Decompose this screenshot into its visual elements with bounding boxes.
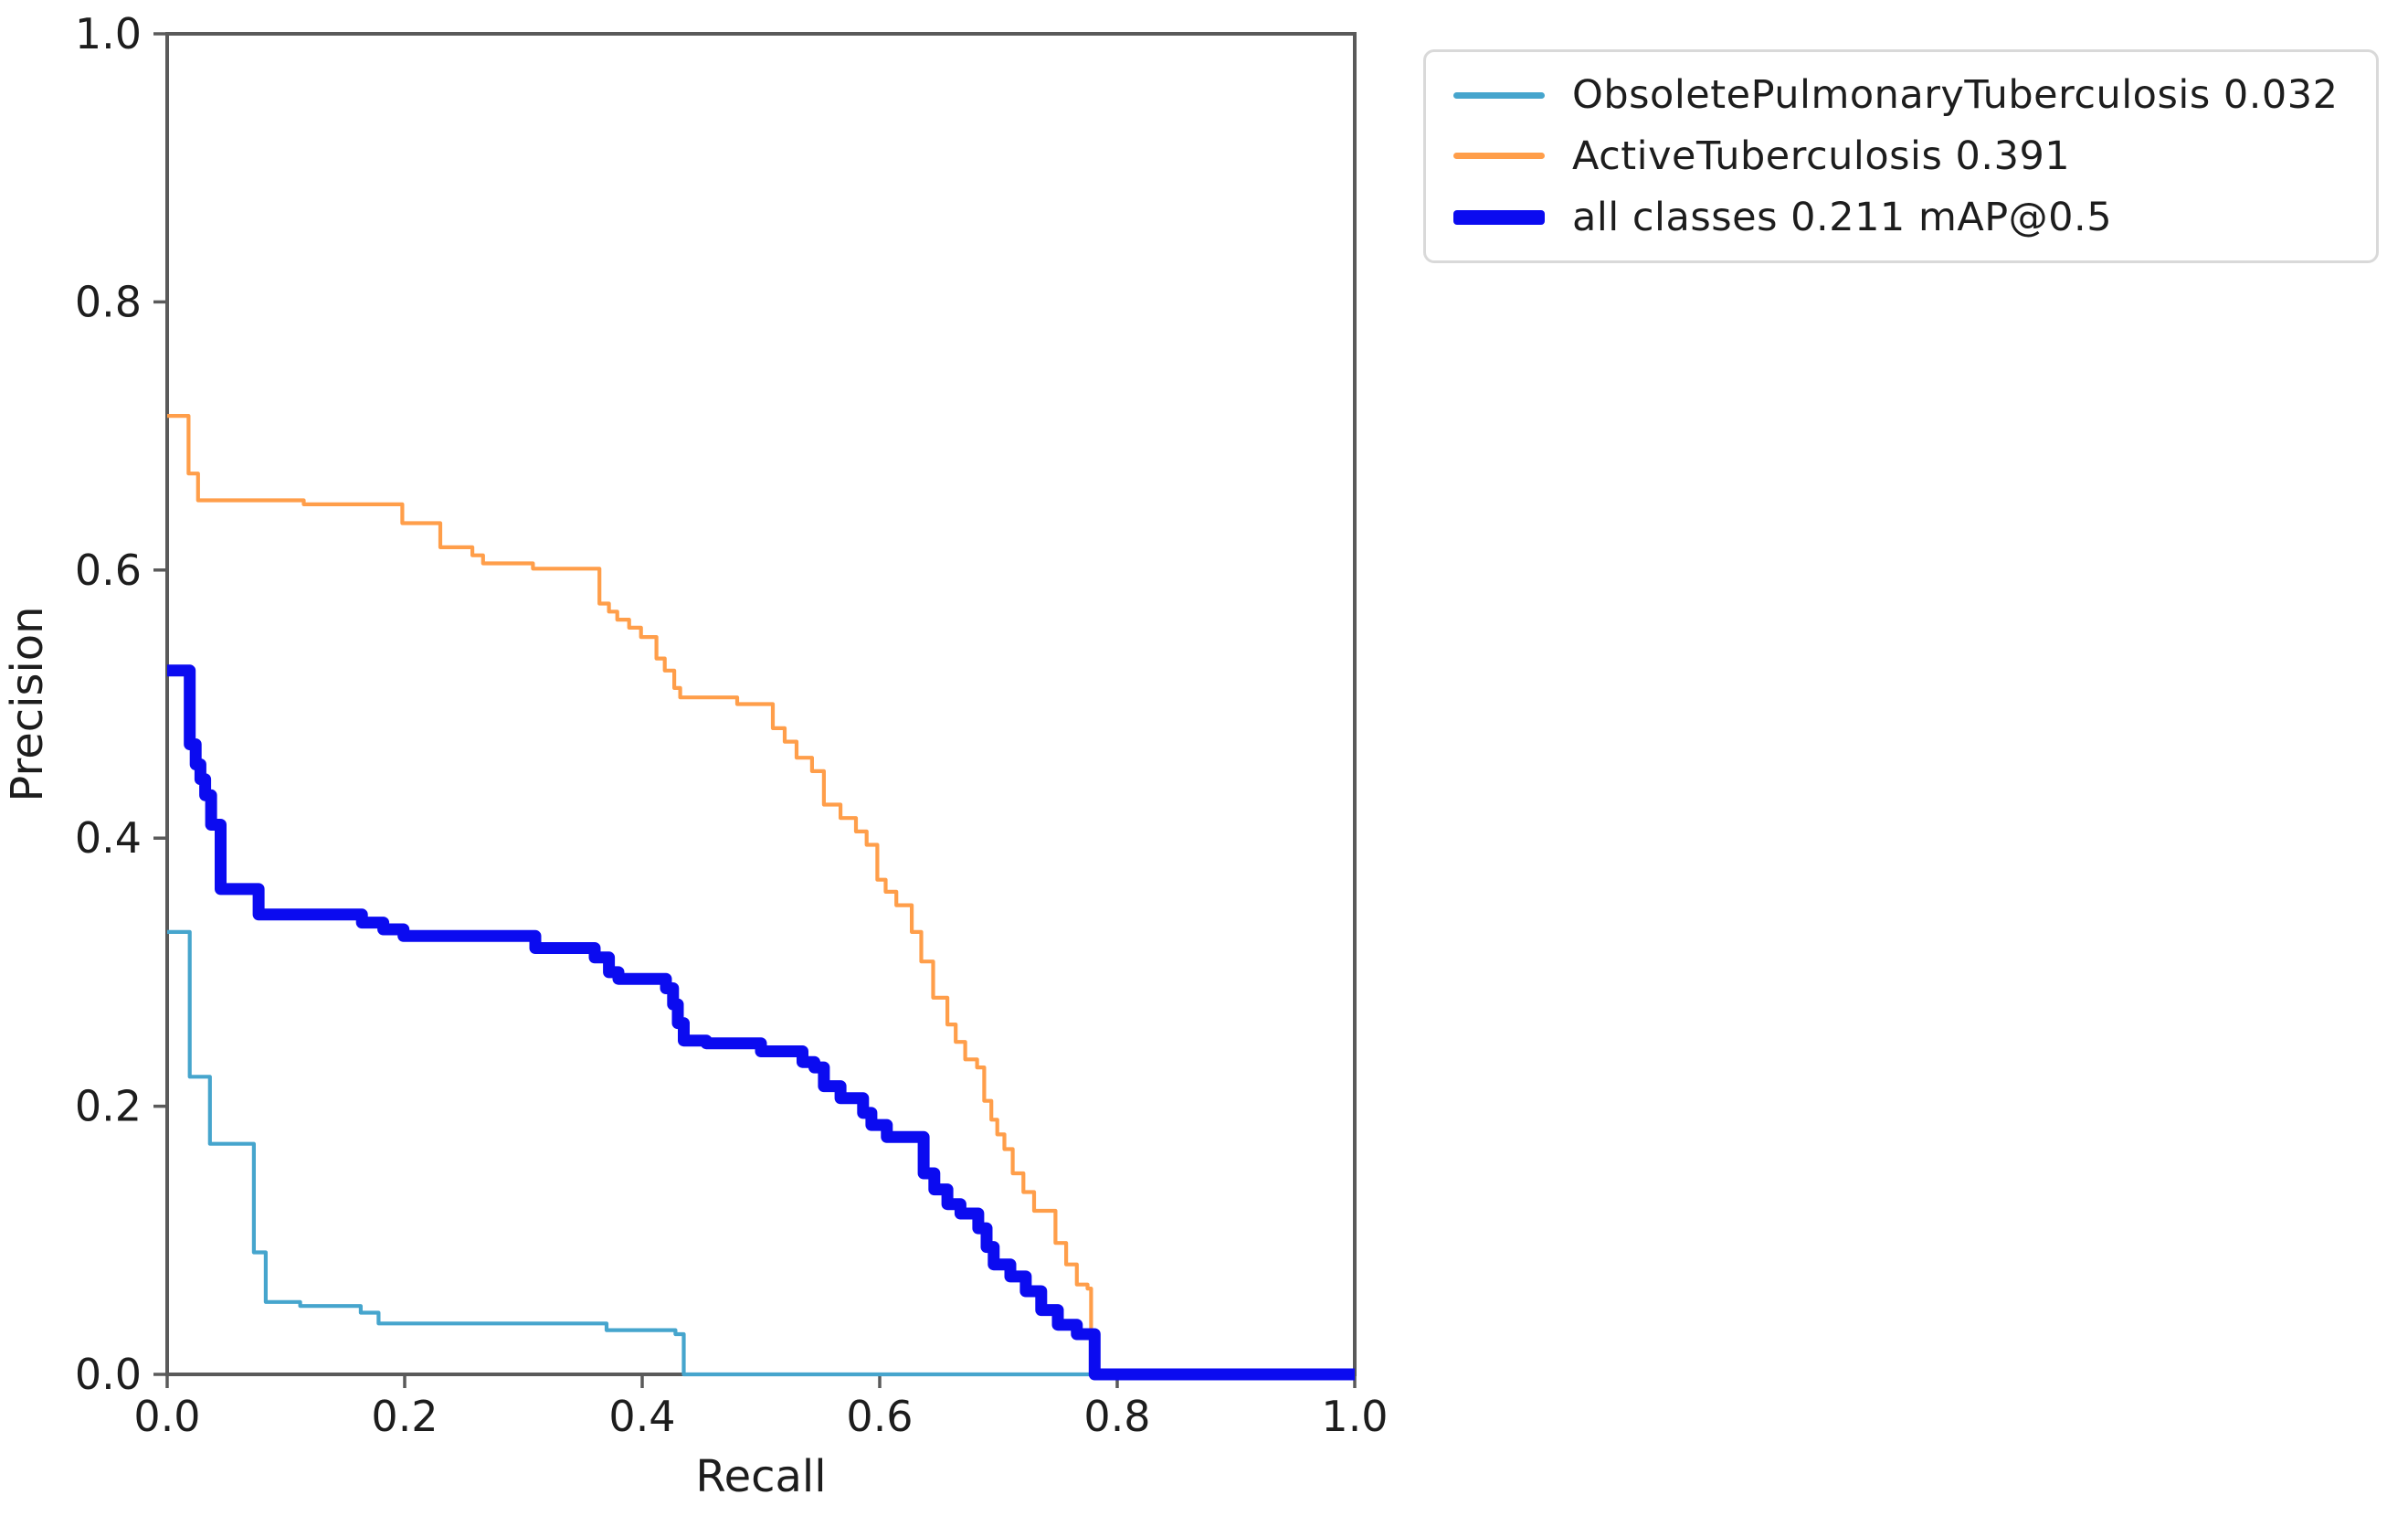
legend-item-label: ObsoletePulmonaryTuberculosis 0.032 bbox=[1572, 72, 2339, 119]
legend-item-label: ActiveTuberculosis 0.391 bbox=[1572, 133, 2071, 179]
legend-item: ActiveTuberculosis 0.391 bbox=[1453, 133, 2360, 179]
y-tick-label: 0.2 bbox=[75, 1082, 142, 1131]
series-line-obsoletepulmonarytuberculosis bbox=[167, 929, 1355, 1377]
y-tick-label: 0.6 bbox=[75, 546, 142, 595]
y-axis-label: Precision bbox=[2, 606, 53, 801]
x-tick-label: 0.6 bbox=[846, 1392, 913, 1441]
series-line-all-classes bbox=[167, 664, 1355, 1381]
x-tick-label: 0.0 bbox=[133, 1392, 200, 1441]
y-tick-label: 1.0 bbox=[75, 9, 142, 58]
legend-item-label: all classes 0.211 mAP@0.5 bbox=[1572, 194, 2113, 240]
legend-line-swatch bbox=[1453, 209, 1545, 225]
x-axis-label: Recall bbox=[695, 1451, 826, 1502]
legend-item: ObsoletePulmonaryTuberculosis 0.032 bbox=[1453, 72, 2360, 118]
x-tick-label: 0.8 bbox=[1083, 1392, 1150, 1441]
x-tick-label: 0.2 bbox=[371, 1392, 438, 1441]
legend: ObsoletePulmonaryTuberculosis 0.032 Activ… bbox=[1423, 49, 2379, 263]
legend-item: all classes 0.211 mAP@0.5 bbox=[1453, 195, 2360, 240]
x-tick-label: 1.0 bbox=[1321, 1392, 1388, 1441]
y-tick-label: 0.4 bbox=[75, 813, 142, 863]
legend-line-swatch bbox=[1453, 91, 1545, 99]
y-tick-label: 0.8 bbox=[75, 277, 142, 326]
x-tick-label: 0.4 bbox=[608, 1392, 675, 1441]
series-line-activetuberculosis bbox=[167, 414, 1093, 1374]
y-tick-label: 0.0 bbox=[75, 1350, 142, 1399]
legend-line-swatch bbox=[1453, 153, 1545, 160]
